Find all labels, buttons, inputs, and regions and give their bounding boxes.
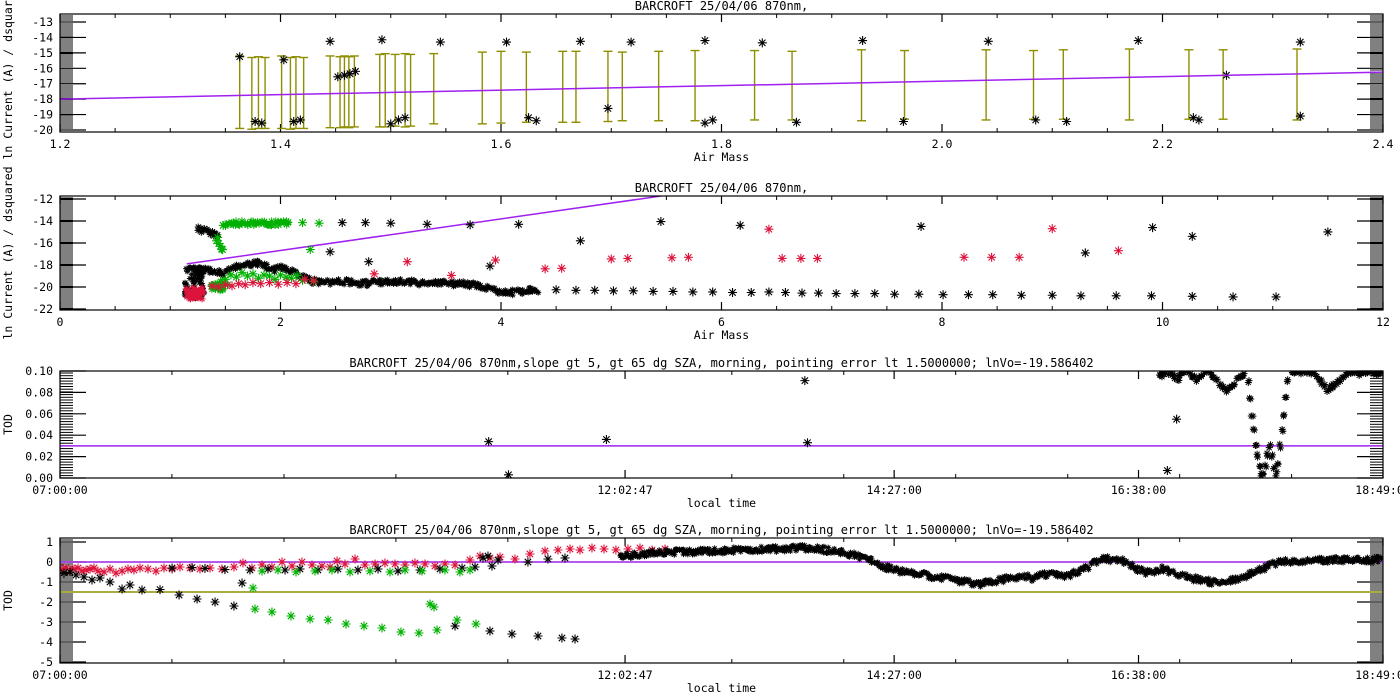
panel-1: -13-14 -15-16 -17-18 -19-201.2 1.4 1.6 1.8 2.0 2… <box>1 0 1393 164</box>
panel-2-ytick-label: -14 <box>32 214 53 228</box>
panel-2-xtick-label: 10 <box>1156 315 1170 329</box>
panel-2-ylabel: ln Current (A) / dsquared <box>1 166 15 339</box>
panel-1-xlabel: Air Mass <box>694 150 749 164</box>
panel-3-xtick-label: 16:38:00 <box>1111 483 1166 497</box>
panel-3-tod-singles <box>484 376 1182 478</box>
panel-2-xtick-label: 8 <box>939 315 946 329</box>
panel-2-ytick-label: -20 <box>32 280 53 294</box>
panel-4-ytick-label: 1 <box>46 535 53 549</box>
panel-3-ytick-label: 0.08 <box>25 385 53 399</box>
panel-1-langley-error-bars <box>235 48 1302 130</box>
panel-1-ytick-label: -19 <box>32 108 53 122</box>
panel-2-red-points <box>207 224 1123 292</box>
panel-1-ytick-label: -15 <box>32 46 53 60</box>
panel-2-xtick-label: 12 <box>1376 315 1390 329</box>
panel-4-green-residuals <box>248 565 481 638</box>
panel-3-ytick-label: 0.06 <box>25 407 53 421</box>
panel-1-frame <box>59 13 1384 133</box>
panel-4-ytick-label: -1 <box>39 575 53 589</box>
panel-3-xtick-label: 14:27:00 <box>866 483 921 497</box>
panel-4-xtick-label: 12:02:47 <box>597 668 652 682</box>
panel-4-xtick-label: 16:38:00 <box>1111 668 1166 682</box>
panel-2-ytick-label: -18 <box>32 258 53 272</box>
panel-4-xtick-label: 07:00:00 <box>32 668 87 682</box>
panel-4: -5 -4 -3 -2 -1 0 1 07:00:00 12:02:47 14:27:00 16:3… <box>1 523 1400 695</box>
panel-1-title: BARCROFT 25/04/06 870nm, <box>635 0 808 13</box>
panel-1-ytick-label: -16 <box>32 61 53 75</box>
panel-4-frame <box>59 537 1384 664</box>
panel-2-xtick-label: 0 <box>57 315 64 329</box>
panel-2-xtick-label: 4 <box>498 315 505 329</box>
panel-1-ytick-label: -17 <box>32 77 53 91</box>
panel-3-ytick-label: 0.02 <box>25 450 53 464</box>
panel-3-ylabel: TOD <box>1 414 15 435</box>
panel-4-black-dense-trace <box>617 542 1383 590</box>
panel-1-xtick-label: 1.6 <box>491 137 512 151</box>
panel-1-xtick-label: 2.4 <box>1373 137 1394 151</box>
panel-4-ytick-label: -3 <box>39 615 53 629</box>
panel-2-all-points-fit-line <box>186 196 661 265</box>
panel-3: 0.00 0.02 0.04 0.06 0.08 0.10 07:00:00 12:02:47… <box>1 356 1400 510</box>
panel-3-title: BARCROFT 25/04/06 870nm,slope gt 5, gt 6… <box>349 356 1093 370</box>
panel-1-xtick-label: 1.8 <box>711 137 732 151</box>
panel-2-y-minor-ticks <box>60 197 1383 309</box>
panel-3-ytick-label: 0.00 <box>25 471 53 485</box>
panel-3-tod-afternoon-trace <box>1156 371 1383 478</box>
panel-4-y-minor-ticks <box>60 539 1383 663</box>
panel-2-red-start-blob <box>182 284 207 303</box>
panel-4-ytick-label: 0 <box>46 555 53 569</box>
panel-2-title: BARCROFT 25/04/06 870nm, <box>635 181 808 195</box>
panel-4-xtick-label: 14:27:00 <box>866 668 921 682</box>
panel-2-xtick-label: 6 <box>718 315 725 329</box>
panel-1-xtick-label: 1.4 <box>270 137 291 151</box>
panel-4-ylabel: TOD <box>1 590 15 611</box>
panel-4-ytick-label: -4 <box>39 635 53 649</box>
panel-4-black-residuals <box>60 551 580 644</box>
panel-4-red-residuals <box>60 543 670 578</box>
panel-1-ytick-label: -13 <box>32 15 53 29</box>
panel-3-xtick-label: 07:00:00 <box>32 483 87 497</box>
panel-2-green-top-band <box>221 217 293 230</box>
panel-3-xlabel: local time <box>687 496 756 510</box>
panel-2-frame <box>59 195 1384 311</box>
panel-3-y-minor-ticks <box>60 372 1383 477</box>
panel-1-langley-fit-line <box>60 71 1383 100</box>
panel-2-black-upper-singles <box>325 217 1333 271</box>
panel-1-ytick-label: -14 <box>32 30 53 44</box>
panel-1-ytick-label: -18 <box>32 92 53 106</box>
panel-4-x-ticks <box>59 538 1384 663</box>
panel-2-xtick-label: 2 <box>277 315 284 329</box>
panel-1-x-ticks <box>59 14 1384 132</box>
panel-1-xtick-label: 1.2 <box>50 137 71 151</box>
panel-2-black-airmass-tail <box>551 285 1281 302</box>
panel-2-ytick-label: -16 <box>32 236 53 250</box>
panel-2-xlabel: Air Mass <box>694 328 749 342</box>
panel-1-xtick-label: 2.0 <box>932 137 953 151</box>
panel-2-ytick-label: -12 <box>32 192 53 206</box>
panel-3-ytick-label: 0.10 <box>25 364 53 378</box>
panel-3-xtick-label: 12:02:47 <box>597 483 652 497</box>
panel-4-ytick-label: -2 <box>39 595 53 609</box>
panel-1-xtick-label: 2.2 <box>1152 137 1173 151</box>
panel-4-xlabel: local time <box>687 681 756 695</box>
panel-1-current-points <box>235 35 1305 129</box>
panel-4-xtick-label: 18:49:00 <box>1355 668 1400 682</box>
panel-1-ylabel: ln Current (A) / dsquared <box>1 0 15 160</box>
panel-4-ytick-label: -5 <box>39 655 53 669</box>
panel-2-ytick-label: -22 <box>32 302 53 316</box>
panel-2: -12 -14 -16 -18 -20 -22 0 2 4 6 8 10 12 BARCROFT 25/0… <box>1 166 1390 342</box>
panel-3-ytick-label: 0.04 <box>25 428 53 442</box>
panel-1-ytick-label: -20 <box>32 123 53 137</box>
panel-3-frame <box>59 370 1384 479</box>
panel-4-title: BARCROFT 25/04/06 870nm,slope gt 5, gt 6… <box>349 523 1093 537</box>
panel-3-xtick-label: 18:49:00 <box>1355 483 1400 497</box>
panel-3-x-ticks <box>59 371 1384 478</box>
